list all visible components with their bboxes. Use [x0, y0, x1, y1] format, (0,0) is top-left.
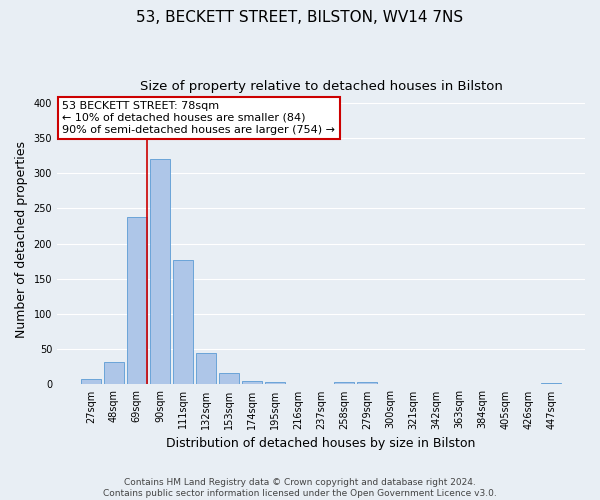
X-axis label: Distribution of detached houses by size in Bilston: Distribution of detached houses by size …	[166, 437, 476, 450]
Bar	[265, 382, 285, 384]
Bar	[334, 382, 354, 384]
Bar	[219, 373, 239, 384]
Bar	[104, 362, 124, 384]
Bar	[127, 216, 146, 384]
Bar	[242, 381, 262, 384]
Bar	[81, 379, 101, 384]
Bar	[541, 383, 561, 384]
Text: Contains HM Land Registry data © Crown copyright and database right 2024.
Contai: Contains HM Land Registry data © Crown c…	[103, 478, 497, 498]
Text: 53 BECKETT STREET: 78sqm
← 10% of detached houses are smaller (84)
90% of semi-d: 53 BECKETT STREET: 78sqm ← 10% of detach…	[62, 102, 335, 134]
Bar	[150, 159, 170, 384]
Y-axis label: Number of detached properties: Number of detached properties	[15, 142, 28, 338]
Bar	[357, 382, 377, 384]
Title: Size of property relative to detached houses in Bilston: Size of property relative to detached ho…	[140, 80, 502, 93]
Text: 53, BECKETT STREET, BILSTON, WV14 7NS: 53, BECKETT STREET, BILSTON, WV14 7NS	[136, 10, 464, 25]
Bar	[173, 260, 193, 384]
Bar	[196, 352, 216, 384]
